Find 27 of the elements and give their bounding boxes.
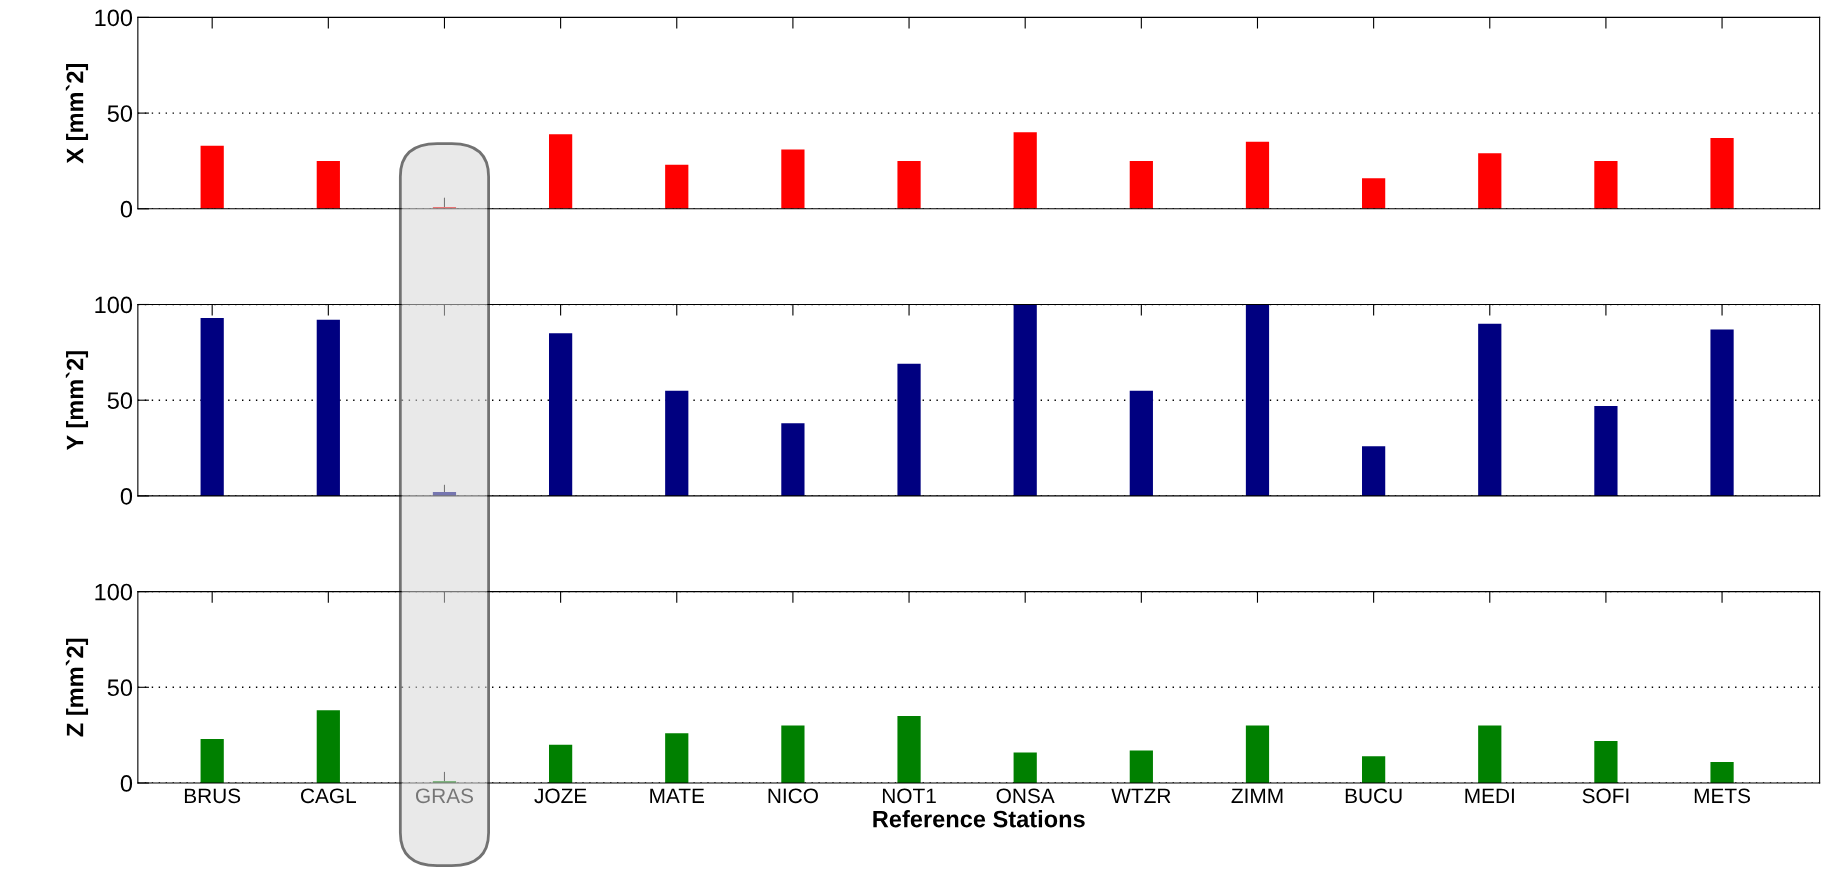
y-tick-label: 0 (120, 487, 133, 505)
y-axis-title: Y [mm`2] (65, 351, 89, 451)
x-tick-label: SOFI (1582, 788, 1629, 804)
x-tick-label: GRAS (416, 788, 474, 804)
y-axis-title: Z [mm`2] (65, 638, 89, 737)
x-tick-label: JOZE (534, 788, 587, 804)
x-tick-label: ONSA (996, 788, 1055, 804)
y-tick-label: 100 (95, 583, 133, 601)
x-tick-label: METS (1694, 788, 1751, 804)
x-tick-label: NOT1 (882, 788, 936, 804)
y-tick-label: 100 (95, 296, 133, 314)
x-tick-label: MEDI (1465, 788, 1514, 803)
y-axis-title: X [mm`2] (65, 63, 89, 164)
y-tick-label: 50 (107, 679, 133, 697)
x-tick-label: MATE (650, 788, 705, 803)
y-tick-label: 50 (107, 392, 133, 409)
x-tick-label: NICO (768, 788, 818, 804)
x-axis-title: Reference Stations (873, 810, 1085, 828)
x-tick-label: BUCU (1345, 788, 1402, 804)
y-tick-label: 0 (120, 200, 133, 218)
y-tick-label: 0 (120, 775, 133, 792)
x-tick-label: CAGL (301, 788, 356, 804)
x-tick-label: BRUS (184, 788, 241, 804)
x-tick-label: ZIMM (1231, 788, 1283, 803)
y-tick-label: 100 (95, 9, 133, 27)
y-tick-label: 50 (107, 105, 133, 122)
x-tick-label: WTZR (1111, 788, 1171, 803)
